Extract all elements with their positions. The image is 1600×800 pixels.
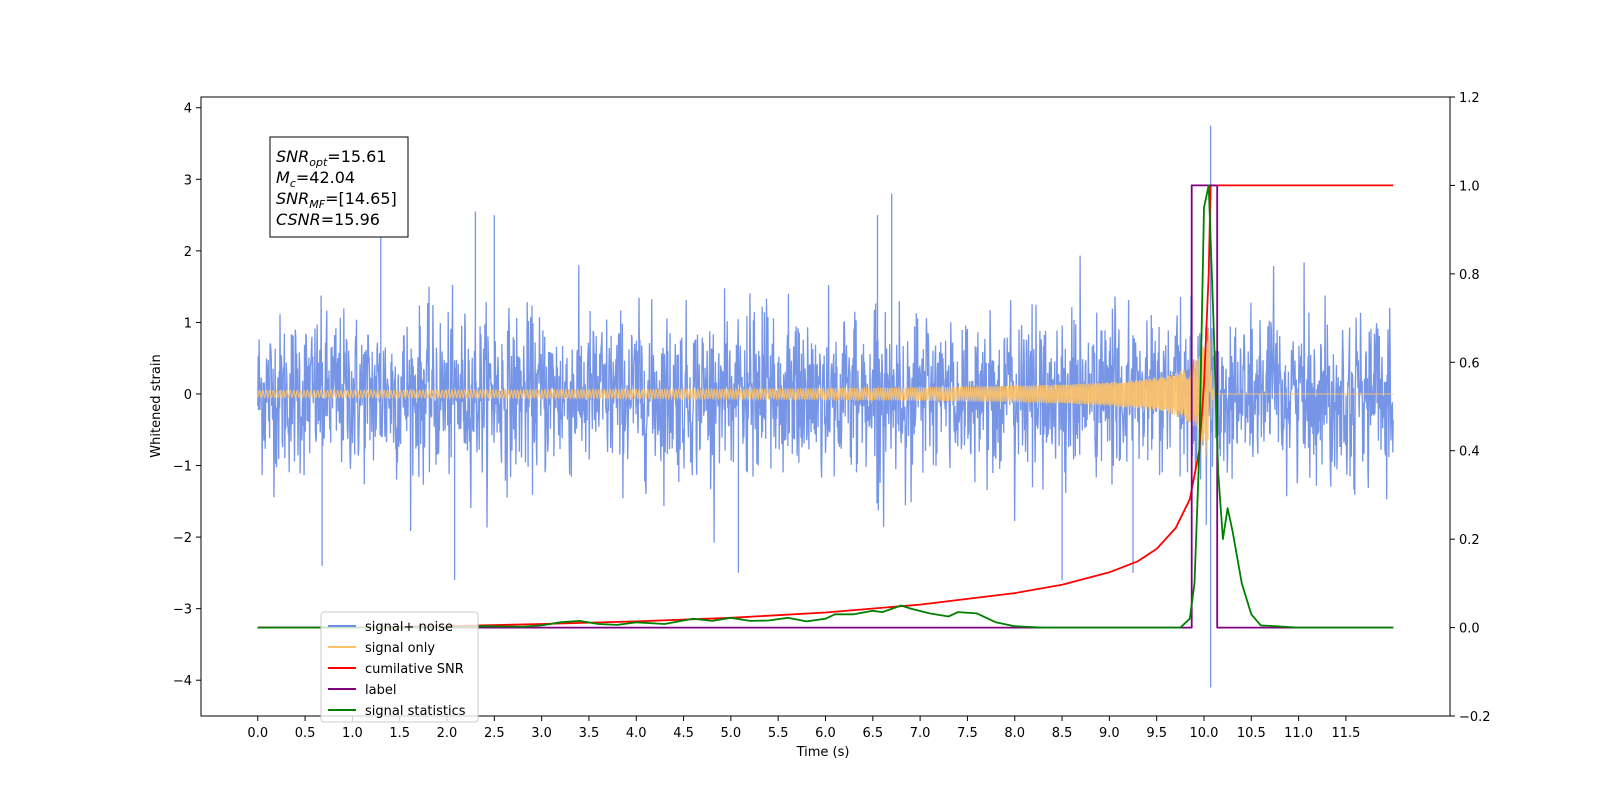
legend-label: signal+ noise bbox=[365, 620, 453, 635]
y-left-tick-label: 0 bbox=[184, 388, 192, 403]
y-right-tick-label: 0.8 bbox=[1459, 268, 1480, 283]
y-left-tick-label: 2 bbox=[184, 245, 192, 260]
legend-label: cumilative SNR bbox=[365, 662, 464, 677]
annotation-line: CSNR=15.96 bbox=[276, 210, 380, 229]
y-right-tick-label: 1.0 bbox=[1459, 179, 1480, 194]
y-right-tick-label: −0.2 bbox=[1459, 710, 1491, 725]
annotation-line: SNRMF=[14.65] bbox=[276, 189, 397, 211]
y-right-tick-label: 0.2 bbox=[1459, 533, 1480, 548]
x-tick-label: 2.5 bbox=[484, 726, 505, 741]
x-tick-label: 3.5 bbox=[579, 726, 600, 741]
y-left-tick-label: −2 bbox=[173, 531, 192, 546]
x-axis-label: Time (s) bbox=[796, 745, 850, 760]
x-tick-label: 9.5 bbox=[1146, 726, 1167, 741]
x-tick-label: 0.5 bbox=[295, 726, 316, 741]
x-tick-label: 3.0 bbox=[531, 726, 552, 741]
y-axis-label: Whitened strain bbox=[149, 354, 164, 457]
x-tick-label: 5.0 bbox=[721, 726, 742, 741]
x-tick-label: 8.0 bbox=[1004, 726, 1025, 741]
x-tick-label: 5.5 bbox=[768, 726, 789, 741]
y-right-tick-label: 1.2 bbox=[1459, 91, 1480, 106]
legend-box bbox=[320, 611, 479, 723]
x-tick-label: 6.5 bbox=[862, 726, 883, 741]
x-tick-label: 2.0 bbox=[437, 726, 458, 741]
series-line-signal-statistics bbox=[257, 184, 1394, 629]
x-tick-label: 1.5 bbox=[389, 726, 410, 741]
x-tick-label: 1.0 bbox=[342, 726, 363, 741]
x-tick-label: 11.5 bbox=[1331, 726, 1360, 741]
x-tick-label: 11.0 bbox=[1284, 726, 1313, 741]
x-tick-label: 4.0 bbox=[626, 726, 647, 741]
x-tick-label: 10.0 bbox=[1190, 726, 1219, 741]
series-line-signal-noise bbox=[257, 125, 1394, 688]
legend-label: signal statistics bbox=[365, 704, 466, 719]
x-tick-label: 4.5 bbox=[673, 726, 694, 741]
annotation-line: SNRopt=15.61 bbox=[276, 147, 387, 169]
x-tick-label: 6.0 bbox=[815, 726, 836, 741]
legend-label: label bbox=[365, 683, 396, 698]
y-right-tick-label: 0.4 bbox=[1459, 445, 1480, 460]
y-left-tick-label: −1 bbox=[173, 460, 192, 475]
x-tick-label: 10.5 bbox=[1237, 726, 1266, 741]
y-left-tick-label: 3 bbox=[184, 173, 192, 188]
series-line-cumilative-snr bbox=[257, 184, 1394, 629]
x-tick-label: 8.5 bbox=[1052, 726, 1073, 741]
y-left-tick-label: 1 bbox=[184, 316, 192, 331]
annotation-box bbox=[269, 136, 409, 238]
y-left-tick-label: −3 bbox=[173, 603, 192, 618]
y-right-tick-label: 0.6 bbox=[1459, 356, 1480, 371]
x-tick-label: 7.0 bbox=[910, 726, 931, 741]
y-left-tick-label: 4 bbox=[184, 102, 192, 117]
x-tick-label: 7.5 bbox=[957, 726, 978, 741]
y-right-tick-label: 0.0 bbox=[1459, 622, 1480, 637]
x-tick-label: 9.0 bbox=[1099, 726, 1120, 741]
y-left-tick-label: −4 bbox=[173, 674, 192, 689]
annotation-line: Mc=42.04 bbox=[276, 168, 355, 190]
legend-label: signal only bbox=[365, 641, 435, 656]
x-tick-label: 0.0 bbox=[247, 726, 268, 741]
